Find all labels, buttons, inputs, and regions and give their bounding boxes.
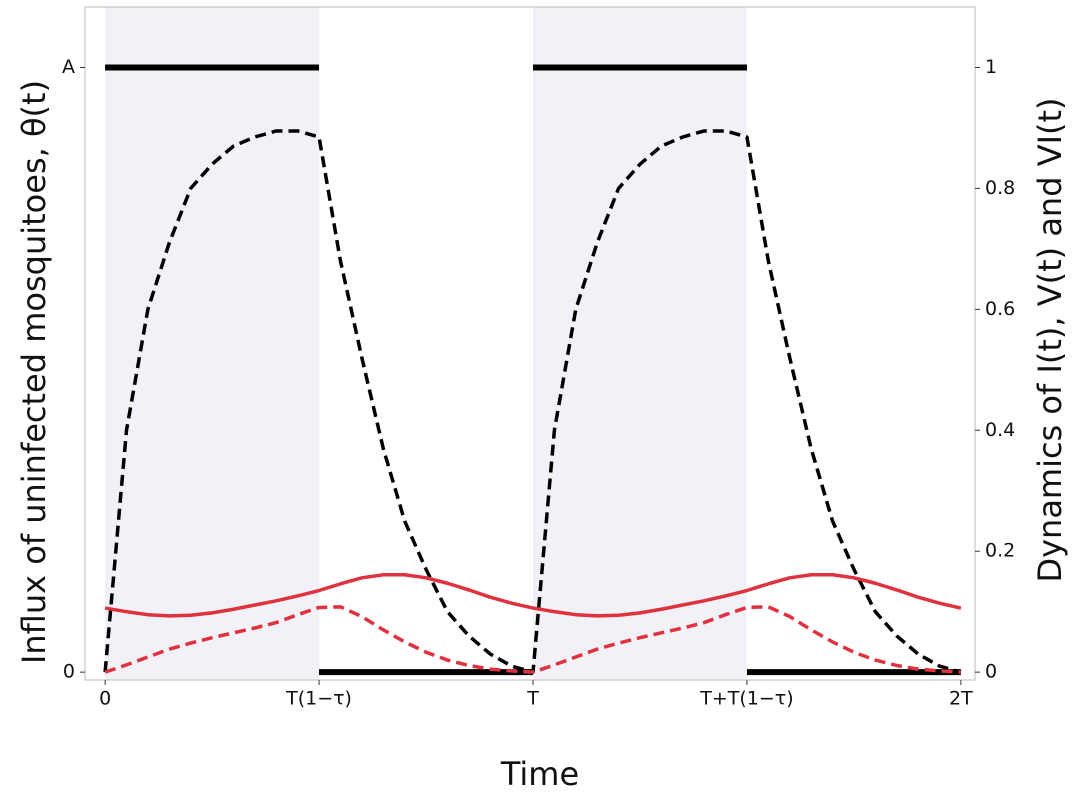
plot-frame bbox=[84, 6, 976, 681]
y2-tick-label: 0.4 bbox=[985, 419, 1015, 441]
x-axis-label: Time bbox=[500, 755, 579, 793]
x-tick-label: T(1−τ) bbox=[285, 688, 352, 710]
y2-tick-label: 0.2 bbox=[985, 540, 1015, 562]
line-series bbox=[105, 64, 961, 676]
x-tick-label: 0 bbox=[99, 688, 111, 710]
y2-tick-label: 1 bbox=[985, 56, 997, 78]
shaded-region bbox=[532, 7, 747, 680]
line-series bbox=[104, 573, 962, 618]
y2-tick-label: 0.8 bbox=[985, 177, 1015, 199]
y-tick-label: 0 bbox=[63, 661, 75, 683]
y-axis-label: Influx of uninfected mosquitoes, θ(t) bbox=[15, 80, 53, 664]
x-tick-label: T bbox=[526, 688, 539, 710]
x-tick-label: 2T bbox=[949, 688, 973, 710]
line-series bbox=[104, 605, 961, 674]
y2-tick-label: 0 bbox=[985, 661, 997, 683]
shaded-region bbox=[105, 7, 320, 680]
x-tick-label: T+T(1−τ) bbox=[699, 688, 793, 710]
y-tick-label: A bbox=[62, 56, 75, 78]
y2-tick-label: 0.6 bbox=[985, 298, 1015, 320]
y2-axis-label: Dynamics of I(t), V(t) and VI(t) bbox=[1031, 97, 1069, 582]
